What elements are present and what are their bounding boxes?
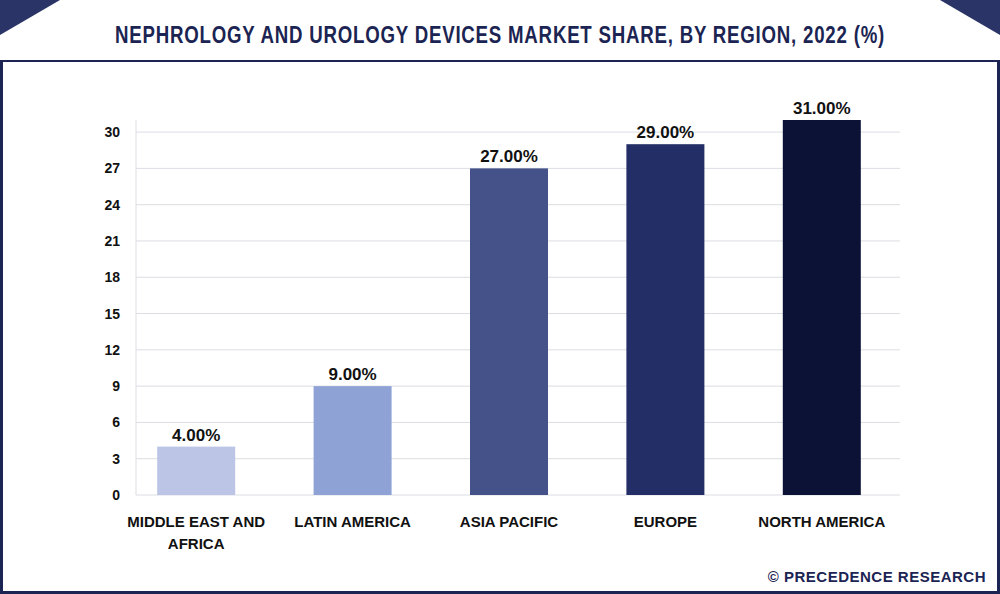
bars	[157, 120, 861, 495]
x-tick-line: EUROPE	[634, 513, 697, 530]
y-tick-label: 0	[112, 487, 120, 503]
y-tick-label: 15	[104, 306, 120, 322]
corner-right	[940, 0, 1000, 35]
bar	[783, 120, 861, 495]
bar	[626, 144, 704, 495]
data-label: 29.00%	[637, 123, 695, 142]
x-tick-label: ASIA PACIFIC	[460, 513, 559, 530]
x-tick-line: MIDDLE EAST AND	[127, 513, 265, 530]
x-tick-label: NORTH AMERICA	[758, 513, 885, 530]
frame	[2, 2, 999, 593]
data-label: 31.00%	[793, 99, 851, 118]
y-tick-label: 9	[112, 378, 120, 394]
y-tick-label: 30	[104, 124, 120, 140]
y-axis: 0 3 6 9 12 15 18 21 24 27 30	[104, 120, 900, 503]
x-tick-label: LATIN AMERICA	[294, 513, 411, 530]
y-tick-label: 3	[112, 451, 120, 467]
y-tick-label: 27	[104, 160, 120, 176]
banner-rule	[0, 60, 1000, 62]
y-tick-label: 24	[104, 197, 120, 213]
x-tick-line: NORTH AMERICA	[758, 513, 885, 530]
title-banner	[0, 0, 1000, 60]
data-label: 9.00%	[328, 365, 376, 384]
y-axis-line	[136, 120, 137, 495]
y-tick-label: 6	[112, 414, 120, 430]
y-tick-label: 18	[104, 269, 120, 285]
y-tick-label: 12	[104, 342, 120, 358]
chart-title: NEPHROLOGY AND UROLOGY DEVICES MARKET SH…	[115, 21, 885, 48]
corner-left	[0, 0, 60, 35]
y-tick-label: 21	[104, 233, 120, 249]
x-tick-label: EUROPE	[634, 513, 697, 530]
x-tick-line: LATIN AMERICA	[294, 513, 411, 530]
labels: 4.00% 9.00% 27.00% 29.00% 31.00% MIDDLE EAST …	[127, 99, 885, 552]
x-tick-label: MIDDLE EAST AND AFRICA	[127, 513, 265, 552]
x-tick-line: ASIA PACIFIC	[460, 513, 559, 530]
bar	[157, 447, 235, 495]
source: © PRECEDENCE RESEARCH	[768, 568, 986, 585]
chart-root: NEPHROLOGY AND UROLOGY DEVICES MARKET SH…	[0, 0, 1000, 594]
bar	[314, 386, 392, 495]
x-tick-line: AFRICA	[168, 535, 225, 552]
data-label: 27.00%	[480, 147, 538, 166]
data-label: 4.00%	[172, 426, 220, 445]
bar	[470, 168, 548, 495]
